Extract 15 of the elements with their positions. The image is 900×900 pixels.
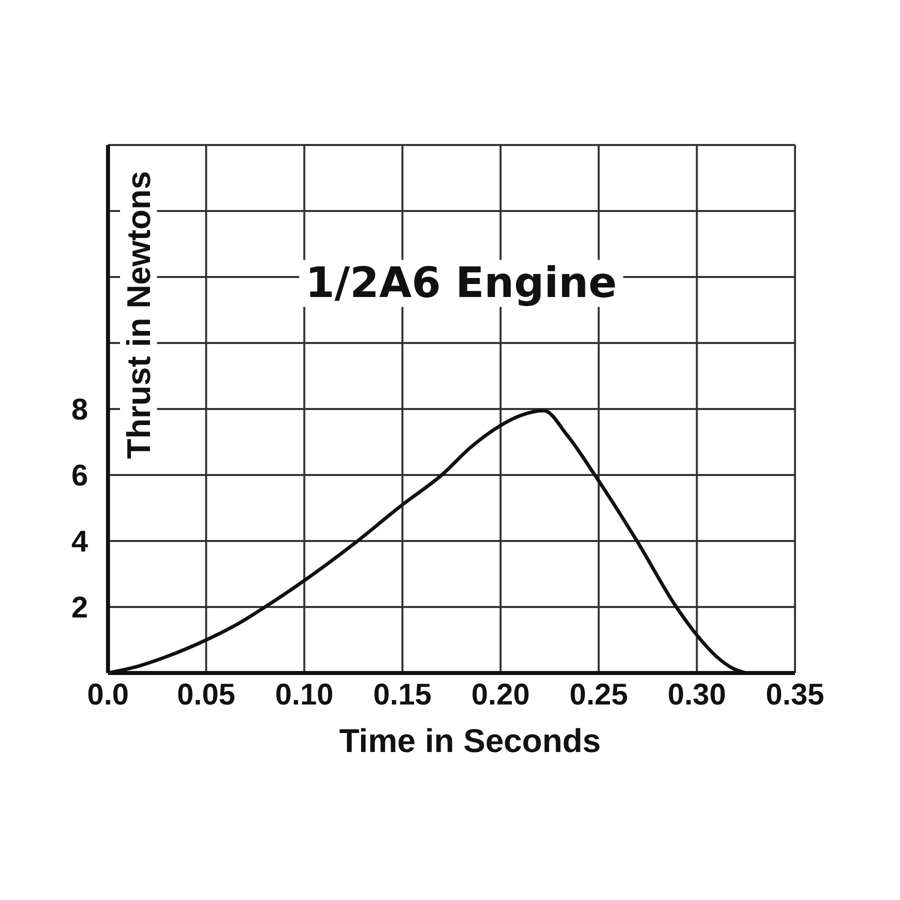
text: 1/2A6 Engine [305,258,617,308]
x-tick-label: 0.15 [373,678,432,712]
x-tick-label: 0.35 [766,678,824,712]
x-axis-title: Time in Seconds [339,722,601,759]
y-axis-title: Thrust in Newtons [120,171,157,459]
y-tick-label: 2 [71,592,88,625]
y-tick-label: 6 [71,460,88,493]
y-tick-label: 8 [71,394,88,427]
x-tick-label: 0.10 [275,678,334,712]
x-tick-label: 0.05 [176,678,236,712]
y-tick-label: 4 [71,526,88,559]
x-tick-label: 0.25 [570,678,628,712]
x-tick-label: 0.30 [668,678,726,712]
x-tick-label: 0.20 [471,678,530,712]
x-tick-label: 0.0 [87,678,129,712]
